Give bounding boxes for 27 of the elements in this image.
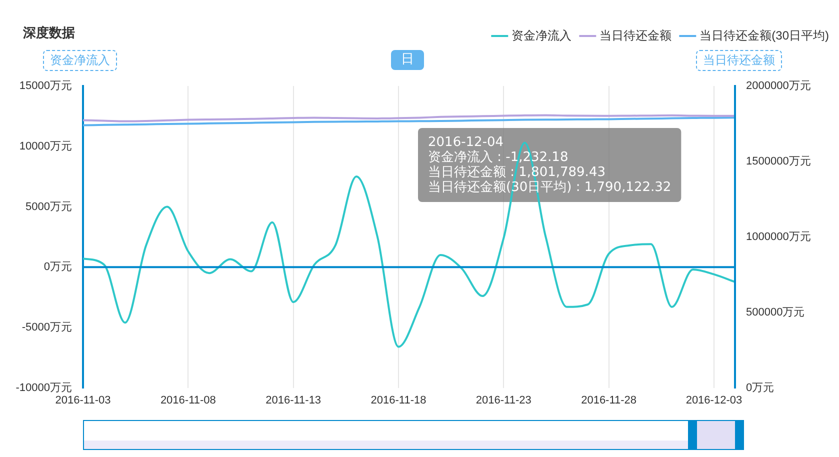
y2-tick-label: 2000000万元 <box>746 80 811 92</box>
line-series <box>82 114 736 122</box>
x-tick-label: 2016-11-18 <box>370 394 426 406</box>
x-tick-label: 2016-11-03 <box>55 394 111 406</box>
legend-label: 资金净流入 <box>512 28 572 42</box>
x-tick-label: 2016-11-08 <box>160 394 216 406</box>
x-tick-label: 2016-11-23 <box>476 394 532 406</box>
y-tick-label: 15000万元 <box>19 80 72 92</box>
chart-title: 深度数据 <box>23 24 75 42</box>
y2-tick-label: 1500000万元 <box>746 155 811 168</box>
y2-tick-label: 1000000万元 <box>746 230 811 243</box>
y-tick-label: -10000万元 <box>16 382 72 394</box>
y2-tick-label: 0万元 <box>746 382 774 394</box>
line-series <box>82 116 736 126</box>
x-tick-label: 2016-11-28 <box>581 394 637 406</box>
legend-label: 当日待还金额 <box>600 28 672 42</box>
y-tick-label: 5000万元 <box>26 200 72 213</box>
text: 日 <box>391 50 424 70</box>
y-tick-label: -5000万元 <box>22 321 72 334</box>
y2-axis-title: 当日待还金额 <box>696 50 782 71</box>
legend-label: 当日待还金额(30日平均) <box>700 28 830 42</box>
y-axis-title: 资金净流入 <box>43 50 117 71</box>
y2-tick-label: 500000万元 <box>746 306 805 318</box>
x-tick-label: 2016-12-03 <box>686 394 742 406</box>
y-tick-label: 0万元 <box>44 261 72 274</box>
x-tick-label: 2016-11-13 <box>266 394 322 406</box>
y-tick-label: 10000万元 <box>19 140 72 152</box>
